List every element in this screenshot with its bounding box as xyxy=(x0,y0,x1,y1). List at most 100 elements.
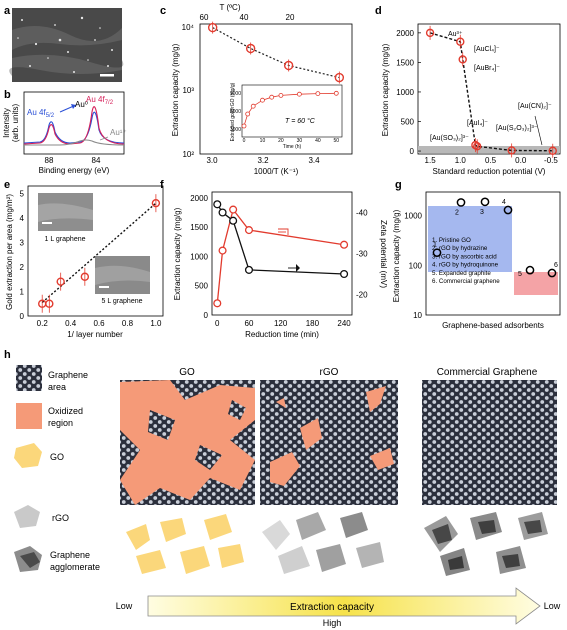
rgo-lattice xyxy=(260,380,398,505)
f-xtick: 120 xyxy=(274,319,288,328)
f-ytick: 500 xyxy=(195,282,209,291)
b-label-au4f52: Au 4f5/2 xyxy=(27,108,55,119)
b-ylabel-2: (arb. units) xyxy=(11,104,20,143)
e-inset-2: 5 L graphene xyxy=(95,256,150,305)
e-ytick: 0 xyxy=(20,312,25,321)
d-point-label: Au³⁺ xyxy=(448,31,463,38)
e-ytick: 3 xyxy=(20,238,25,247)
b-tick-88: 88 xyxy=(45,156,54,165)
panel-letter-c: c xyxy=(160,5,166,17)
d-point-label: [AuI₄]⁻ xyxy=(467,120,488,127)
c-inset-ylabel: Extracted gold/rGO (mg/g) xyxy=(230,82,236,141)
panel-letter-h: h xyxy=(4,349,11,361)
legend-graphene-swatch xyxy=(16,365,42,391)
e-data-point xyxy=(45,299,54,308)
arrow-right-low: Low xyxy=(544,601,561,611)
c-inset-point xyxy=(333,90,339,96)
d-data-point xyxy=(471,140,480,150)
c-inset-point xyxy=(245,111,251,117)
g-data-point xyxy=(432,248,442,258)
g-point-label: 4 xyxy=(502,199,506,206)
c-inset-xtick: 30 xyxy=(297,138,303,144)
e-inset1-label: 1 L graphene xyxy=(45,236,86,243)
plot-frame-e xyxy=(27,185,164,317)
g-point-label: 3 xyxy=(480,209,484,216)
d-xtick: 0.5 xyxy=(485,156,497,165)
e-ylabel: Gold extraction per area (mg/m²) xyxy=(5,194,14,310)
plot-frame-c xyxy=(199,23,353,155)
panel-c: c T (ºC) 60 40 20 Extraction capacity (m… xyxy=(160,3,353,176)
f-y2label: Zeta potential (mV) xyxy=(379,220,388,288)
f-series-point-1 xyxy=(213,200,222,209)
d-point-label: [AuCl₄]⁻ xyxy=(474,46,500,53)
legend-agglomerate-label: Graphene xyxy=(50,550,90,560)
c-inset-xtick: 0 xyxy=(243,138,246,144)
d-point-label: [AuBr₄]⁻ xyxy=(474,65,500,72)
c-inset-ticks: 0 10 20 30 40 50 9000 6000 3000 xyxy=(230,91,339,144)
b-label-au1: Au¹⁺ xyxy=(110,128,127,137)
legend-rgo-label: rGO xyxy=(52,513,69,523)
g-xlabel: Graphene-based adsorbents xyxy=(442,321,544,330)
c-xtick-3.0: 3.0 xyxy=(206,156,218,165)
e-trend-line xyxy=(41,202,157,304)
g-data-point xyxy=(480,197,490,207)
f-series-point-0 xyxy=(213,299,222,308)
arrow-left-low: Low xyxy=(116,601,133,611)
g-data-point xyxy=(456,198,466,207)
e-inset-1: 1 L graphene xyxy=(38,193,93,243)
d-ytick: 1000 xyxy=(396,88,414,97)
g-ylabel: Extraction capacity (mg/g) xyxy=(392,209,401,302)
c-inset-xtick: 20 xyxy=(278,138,284,144)
e-ytick: 2 xyxy=(20,263,25,272)
panel-letter-e: e xyxy=(4,179,10,191)
commercial-lattice xyxy=(422,380,557,505)
d-xtick: -0.5 xyxy=(544,156,558,165)
f-series-point-0 xyxy=(218,246,227,255)
c-ytick-1e4: 10⁴ xyxy=(182,23,195,32)
f-xtick: 240 xyxy=(337,319,351,328)
b-label-au4f72: Au 4f7/2 xyxy=(86,95,114,106)
e-xticks: 0.2 0.4 0.6 0.8 1.0 xyxy=(37,319,162,328)
d-data-point xyxy=(456,37,465,46)
e-xtick: 1.0 xyxy=(150,319,162,328)
c-trend-line xyxy=(212,27,340,79)
col-title-go: GO xyxy=(179,367,195,378)
c-data-point xyxy=(283,60,294,71)
c-inset-xlabel: Time (h) xyxy=(283,144,302,150)
panel-letter-d: d xyxy=(375,5,382,17)
legend-go-label: GO xyxy=(50,452,64,462)
g-ytick: 10 xyxy=(413,311,422,320)
c-inset-point xyxy=(260,97,265,103)
legend-rgo-shape xyxy=(14,505,40,528)
e-data-point xyxy=(80,272,90,281)
g-data-point xyxy=(503,205,513,215)
d-marks: Au³⁺ [AuCl₄]⁻ [AuBr₄]⁻ [Au(SO₃)₂]³⁻ [AuI₄]⁻ [… xyxy=(425,25,557,158)
d-label-leader xyxy=(534,115,543,146)
g-ytick: 1000 xyxy=(404,212,422,221)
f-series-point-1 xyxy=(229,216,238,225)
e-data-point xyxy=(56,277,65,286)
f-y2ticks: -40 -30 -20 xyxy=(356,209,368,300)
f-y2tick: -40 xyxy=(356,209,368,218)
b-spectrum-gray xyxy=(24,139,125,146)
f-y2tick: -30 xyxy=(356,250,368,259)
e-data-point xyxy=(151,198,161,208)
f-xlabel: Reduction time (min) xyxy=(245,330,319,339)
g-point-label: 6 xyxy=(554,262,558,269)
e-ytick: 1 xyxy=(20,287,25,296)
d-xtick: 1.5 xyxy=(425,156,437,165)
c-xtick-3.4: 3.4 xyxy=(308,156,320,165)
c-marks xyxy=(207,21,345,84)
g-point-label: 2 xyxy=(455,209,459,216)
d-ytick: 0 xyxy=(410,147,415,156)
go-flakes xyxy=(126,514,244,574)
f-series-point-1 xyxy=(244,265,254,274)
scale-bar xyxy=(100,74,114,77)
f-ytick: 0 xyxy=(204,311,209,320)
legend-go-shape xyxy=(14,443,42,468)
sem-image xyxy=(9,8,124,82)
panel-d: d Extraction capacity (mg/g) 2000 1500 100… xyxy=(375,5,561,176)
panel-letter-f: f xyxy=(160,179,164,191)
b-ylabel-1: Intensity xyxy=(2,108,11,138)
